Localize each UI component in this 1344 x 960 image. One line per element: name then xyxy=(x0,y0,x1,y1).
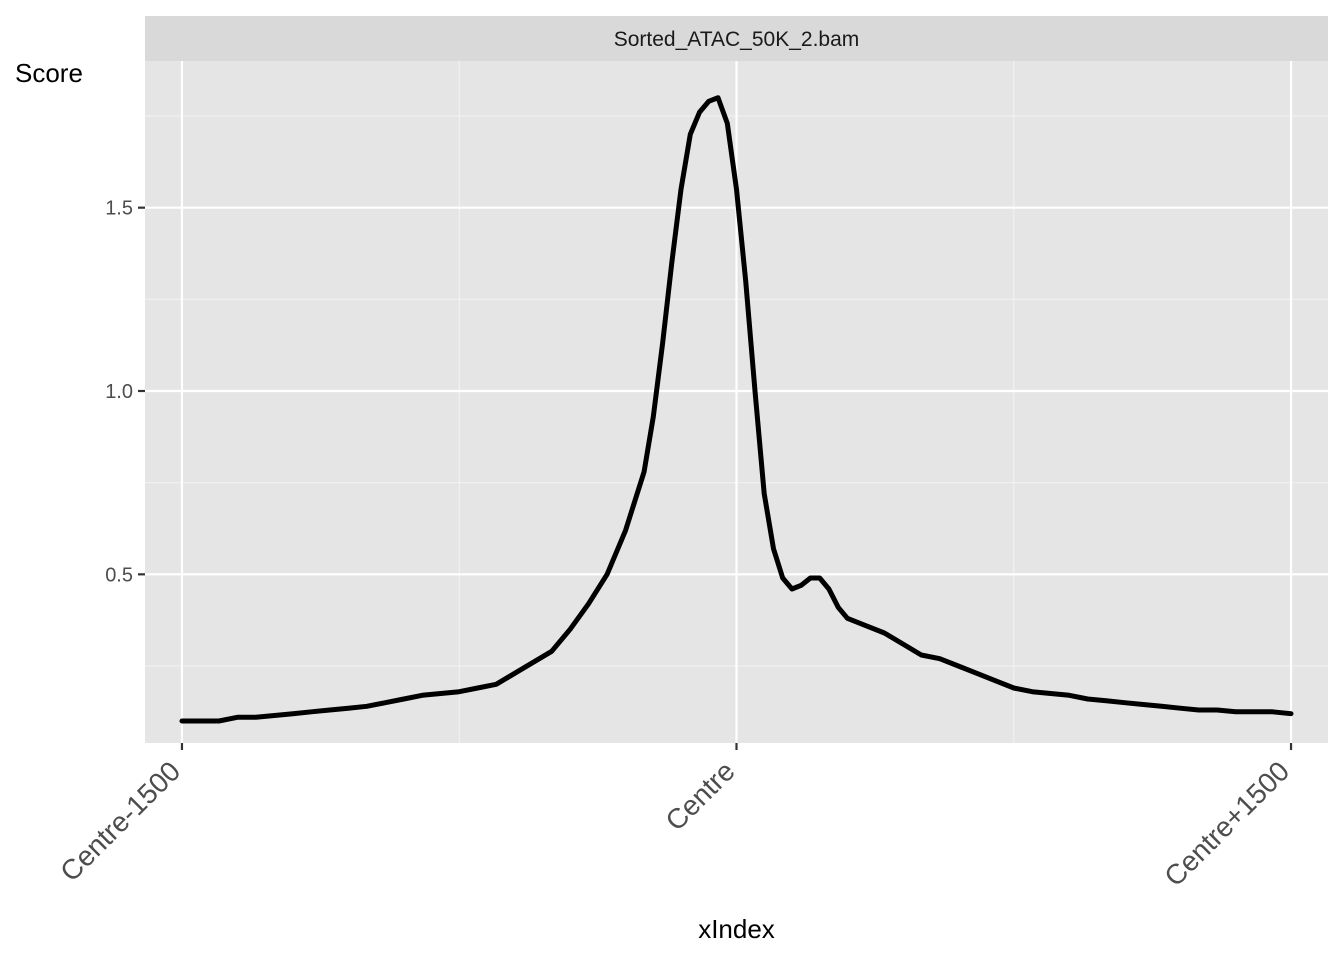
x-tick-label: Centre-1500 xyxy=(54,755,186,887)
y-axis-title: Score xyxy=(15,58,83,88)
x-axis-title: xIndex xyxy=(698,914,775,944)
y-tick-label: 1.0 xyxy=(105,381,133,403)
series-layer xyxy=(179,95,1294,724)
y-axis: 0.5 1.0 1.5 xyxy=(105,198,145,586)
x-tick-label: Centre+1500 xyxy=(1158,755,1295,892)
facet-strip xyxy=(145,16,1328,61)
y-tick-label: 0.5 xyxy=(105,564,133,586)
x-axis: Centre-1500 Centre Centre+1500 xyxy=(54,743,1295,892)
x-tick-label: Centre xyxy=(659,755,740,836)
facet-strip-label: Sorted_ATAC_50K_2.bam xyxy=(614,28,860,51)
series-line xyxy=(179,95,1294,724)
y-tick-label: 1.5 xyxy=(105,198,133,220)
